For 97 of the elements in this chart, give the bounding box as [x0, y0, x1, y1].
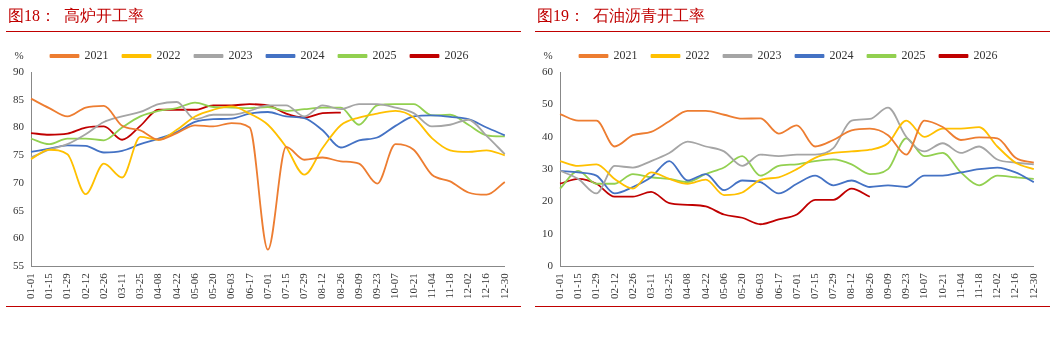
y-tick-label: 20 — [542, 194, 554, 207]
x-tick-label: 02-26 — [96, 272, 109, 300]
legend-label: 2023 — [228, 48, 253, 63]
line-series — [559, 109, 1035, 164]
x-tick-label: 07-15 — [808, 272, 821, 300]
legend-label: 2022 — [685, 48, 710, 63]
x-tick-label: 08-26 — [333, 272, 346, 300]
x-tick-label: 01-15 — [571, 272, 584, 300]
y-tick-label: 75 — [13, 148, 25, 161]
x-tick-label: 10-21 — [406, 273, 419, 300]
y-tick-label: 40 — [542, 129, 554, 142]
y-axis-title: % — [14, 49, 24, 62]
legend-label: 2021 — [613, 48, 638, 63]
x-tick-label: 12-02 — [461, 273, 474, 300]
chart-title: 图18： 高炉开工率 — [6, 0, 521, 32]
x-tick-label: 03-25 — [133, 272, 146, 300]
x-tick-label: 09-09 — [351, 272, 364, 300]
y-tick-label: 55 — [13, 259, 25, 272]
x-tick-label: 01-15 — [42, 272, 55, 300]
x-tick-label: 12-30 — [497, 272, 510, 300]
line-series — [559, 137, 1035, 190]
legend-label: 2025 — [901, 48, 926, 63]
x-tick-label: 04-22 — [169, 273, 182, 300]
legend-label: 2026 — [973, 48, 998, 63]
x-tick-label: 02-12 — [78, 273, 91, 300]
x-tick-label: 12-16 — [479, 272, 492, 300]
y-tick-label: 90 — [13, 64, 25, 77]
legend-label: 2026 — [444, 48, 469, 63]
x-tick-label: 01-01 — [23, 273, 36, 300]
line-series — [30, 101, 506, 146]
x-tick-label: 07-01 — [260, 273, 273, 300]
legend-label: 2024 — [300, 48, 325, 63]
x-tick-label: 10-07 — [917, 272, 930, 300]
x-tick-label: 09-23 — [370, 272, 383, 300]
x-tick-label: 11-18 — [443, 272, 456, 299]
x-tick-label: 03-11 — [644, 273, 657, 299]
x-tick-label: 01-29 — [60, 272, 73, 300]
x-tick-label: 07-01 — [789, 273, 802, 300]
x-tick-label: 05-20 — [735, 272, 748, 300]
x-tick-label: 09-09 — [880, 272, 893, 300]
line-series — [559, 177, 871, 226]
x-tick-label: 04-08 — [151, 272, 164, 300]
y-tick-label: 85 — [13, 92, 25, 105]
x-tick-label: 08-12 — [844, 273, 857, 300]
x-tick-label: 04-08 — [680, 272, 693, 300]
legend-label: 2023 — [757, 48, 782, 63]
x-tick-label: 03-11 — [115, 273, 128, 299]
legend-label: 2021 — [84, 48, 109, 63]
legend-label: 2024 — [829, 48, 854, 63]
x-tick-label: 07-29 — [297, 272, 310, 300]
line-series — [559, 160, 1035, 195]
y-tick-label: 10 — [542, 226, 554, 239]
x-tick-label: 08-12 — [315, 273, 328, 300]
x-tick-label: 07-15 — [279, 272, 292, 300]
x-tick-label: 01-01 — [552, 273, 565, 300]
x-tick-label: 12-30 — [1026, 272, 1039, 300]
x-tick-label: 08-26 — [862, 272, 875, 300]
line-series — [30, 103, 342, 141]
x-tick-label: 09-23 — [899, 272, 912, 300]
x-tick-label: 02-26 — [625, 272, 638, 300]
line-series — [30, 105, 506, 196]
chart-title: 图19： 石油沥青开工率 — [535, 0, 1050, 32]
line-series — [30, 97, 506, 251]
line-series — [30, 111, 506, 154]
x-tick-label: 06-17 — [771, 272, 784, 300]
x-tick-label: 05-06 — [716, 272, 729, 300]
x-tick-label: 11-04 — [953, 272, 966, 299]
x-tick-label: 07-29 — [826, 272, 839, 300]
y-tick-label: 70 — [13, 175, 25, 188]
line-series — [559, 119, 1035, 196]
x-tick-label: 10-07 — [388, 272, 401, 300]
y-tick-label: 60 — [13, 231, 25, 244]
x-tick-label: 02-12 — [607, 273, 620, 300]
legend-label: 2025 — [372, 48, 397, 63]
x-tick-label: 11-18 — [972, 272, 985, 299]
x-tick-label: 03-25 — [662, 272, 675, 300]
x-tick-label: 05-20 — [206, 272, 219, 300]
line-series — [559, 106, 1035, 195]
y-tick-label: 50 — [542, 97, 554, 110]
legend-label: 2022 — [156, 48, 181, 63]
x-tick-label: 01-29 — [589, 272, 602, 300]
y-tick-label: 30 — [542, 162, 554, 175]
x-tick-label: 10-21 — [935, 273, 948, 300]
y-tick-label: 65 — [13, 203, 25, 216]
x-tick-label: 05-06 — [187, 272, 200, 300]
x-tick-label: 04-22 — [698, 273, 711, 300]
x-tick-label: 06-03 — [224, 272, 237, 300]
line-series — [30, 101, 506, 159]
x-tick-label: 06-17 — [242, 272, 255, 300]
y-tick-label: 0 — [547, 259, 554, 272]
y-tick-label: 80 — [13, 120, 25, 133]
y-tick-label: 60 — [542, 64, 554, 77]
x-tick-label: 12-16 — [1008, 272, 1021, 300]
x-tick-label: 06-03 — [753, 272, 766, 300]
x-tick-label: 11-04 — [424, 272, 437, 299]
x-tick-label: 12-02 — [990, 273, 1003, 300]
y-axis-title: % — [543, 49, 553, 62]
